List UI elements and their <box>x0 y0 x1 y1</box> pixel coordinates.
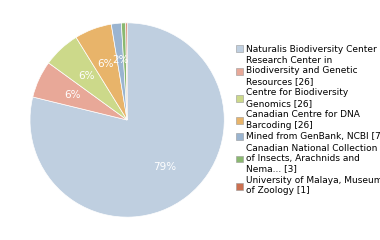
Wedge shape <box>121 23 127 120</box>
Wedge shape <box>30 23 224 217</box>
Wedge shape <box>33 63 127 120</box>
Legend: Naturalis Biodiversity Center [331], Research Center in
Biodiversity and Genetic: Naturalis Biodiversity Center [331], Res… <box>236 44 380 196</box>
Text: 79%: 79% <box>153 162 176 172</box>
Text: 6%: 6% <box>98 59 114 69</box>
Wedge shape <box>76 24 127 120</box>
Text: 6%: 6% <box>64 90 81 100</box>
Wedge shape <box>126 23 127 120</box>
Wedge shape <box>49 37 127 120</box>
Text: 6%: 6% <box>78 71 94 81</box>
Wedge shape <box>111 23 127 120</box>
Text: 2%: 2% <box>112 55 129 65</box>
